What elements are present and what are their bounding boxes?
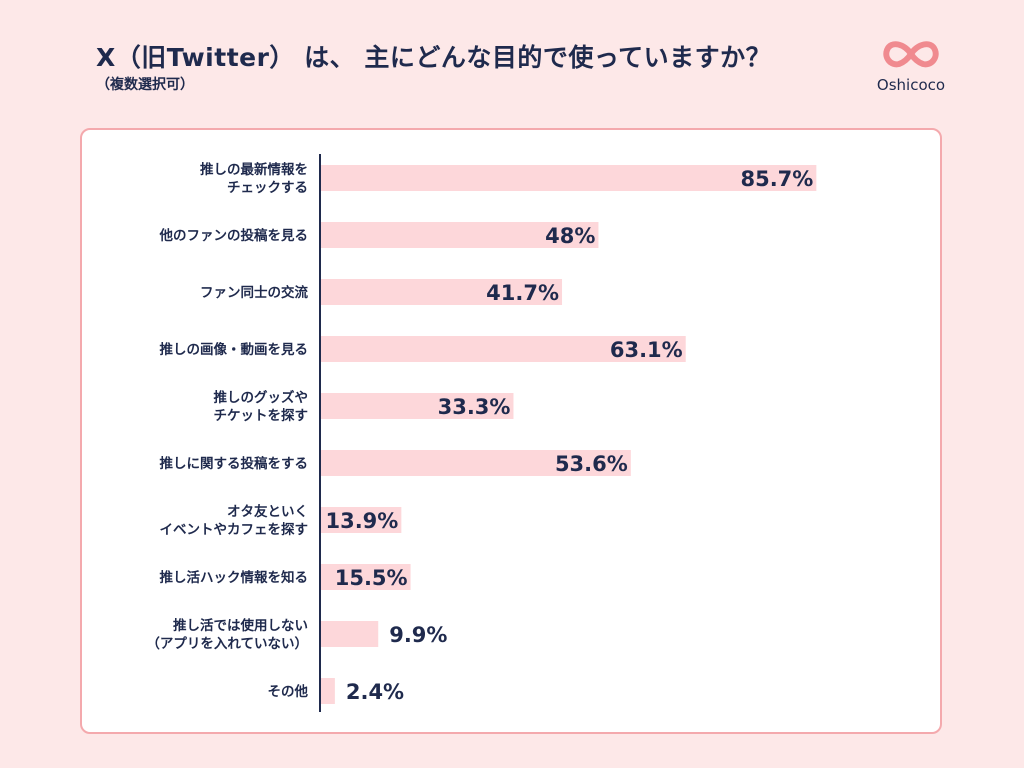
value-label: 53.6%: [555, 452, 628, 476]
category-label: 推しに関する投稿をする: [160, 455, 309, 472]
page-title: X（旧Twitter） は、 主にどんな目的で使っていますか？: [96, 43, 772, 72]
infinity-heart-icon: [883, 41, 939, 68]
page-subtitle: （複数選択可）: [96, 77, 194, 93]
category-label: 推しの画像・動画を見る: [160, 341, 309, 358]
value-label: 85.7%: [740, 167, 813, 191]
value-label: 9.9%: [389, 623, 447, 647]
bar: [321, 279, 563, 305]
bar: [321, 336, 686, 362]
category-label: 他のファンの投稿を見る: [159, 227, 309, 244]
bar: [321, 678, 335, 704]
category-label: オタ友といくイベントやカフェを探す: [160, 503, 309, 538]
chart-card: 推しの最新情報をチェックする 85.7% 他のファンの投稿を見る 48% ファン同士の交…: [80, 128, 942, 734]
bar: [321, 393, 514, 419]
category-label: 推しの最新情報をチェックする: [200, 161, 308, 196]
category-label: 推し活ハック情報を知る: [160, 569, 309, 586]
bar: [321, 165, 817, 191]
value-label: 2.4%: [346, 680, 404, 704]
value-label: 13.9%: [325, 509, 398, 533]
bar: [321, 222, 599, 248]
value-label: 63.1%: [610, 338, 683, 362]
bar: [321, 564, 411, 590]
brand-logo: Oshicoco: [868, 34, 954, 94]
category-label: その他: [268, 683, 309, 700]
bar: [321, 621, 379, 647]
category-label: 推しのグッズやチケットを探す: [214, 389, 309, 424]
value-label: 48%: [545, 224, 595, 248]
value-label: 33.3%: [438, 395, 511, 419]
bar: [321, 450, 631, 476]
category-label: ファン同士の交流: [200, 284, 308, 301]
category-label: 推し活では使用しない（アプリを入れていない）: [146, 617, 308, 652]
value-label: 41.7%: [486, 281, 559, 305]
bar-chart: 推しの最新情報をチェックする 85.7% 他のファンの投稿を見る 48% ファン同士の交…: [146, 154, 817, 712]
value-label: 15.5%: [335, 566, 408, 590]
bar: [321, 507, 402, 533]
brand-name: Oshicoco: [876, 76, 946, 94]
